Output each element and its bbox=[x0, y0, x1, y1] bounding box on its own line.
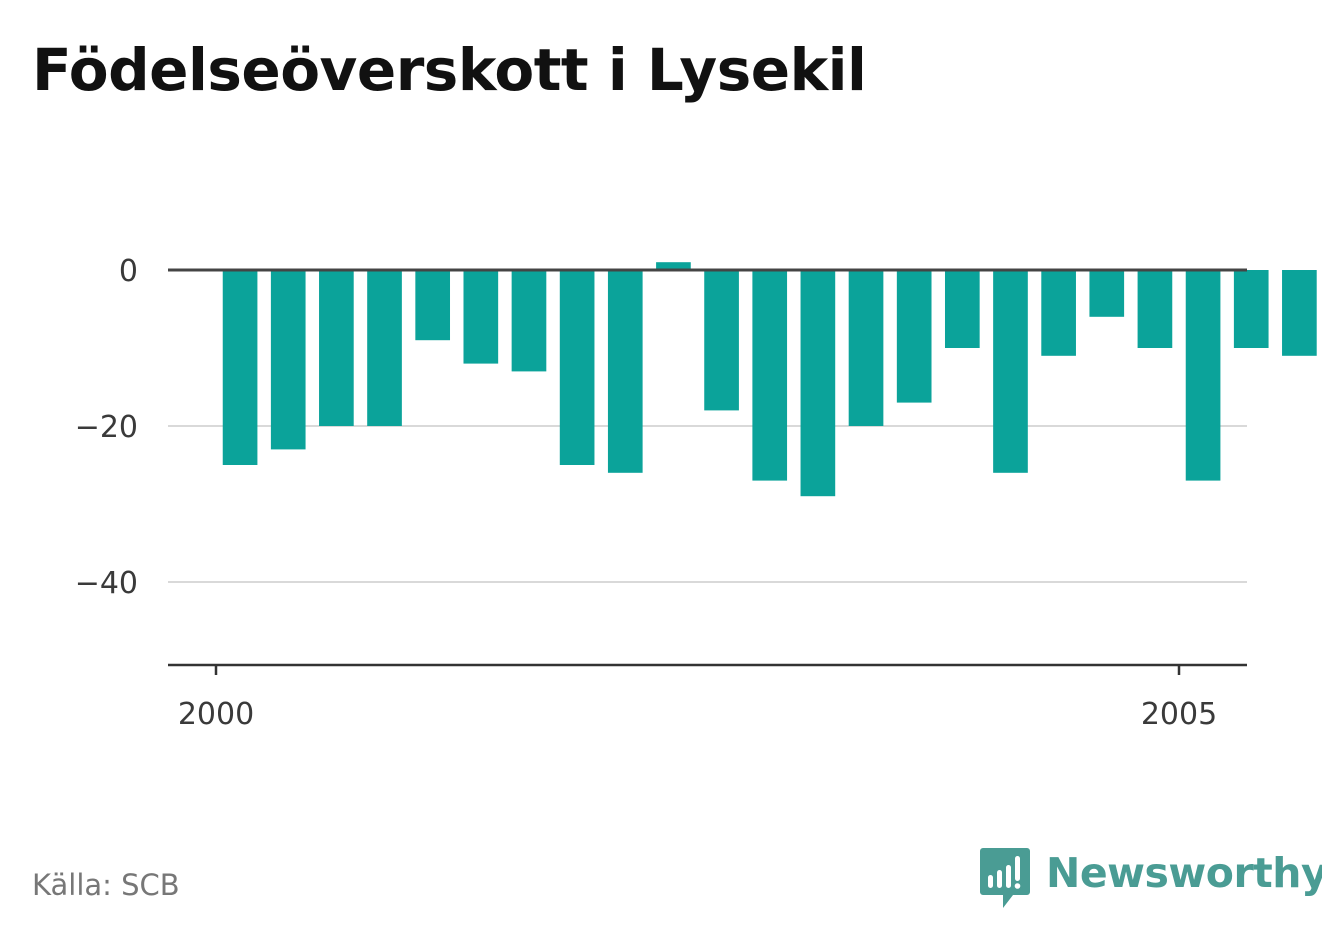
x-tick-label-2005: 2005 bbox=[1141, 697, 1217, 732]
bar-2002-Q2 bbox=[656, 262, 691, 270]
bar-2001-Q3 bbox=[511, 270, 547, 372]
bar-2004-Q4 bbox=[1137, 270, 1173, 348]
y-tick-label-0: 0 bbox=[119, 254, 138, 289]
bar-2005-Q1 bbox=[1185, 270, 1221, 481]
bar-2002-Q3 bbox=[704, 270, 739, 411]
bar-2004-Q3 bbox=[1089, 270, 1125, 317]
newsworthy-bar-chart-speech-bubble-icon bbox=[980, 848, 1030, 908]
chart-title: Födelseöverskott i Lysekil bbox=[32, 36, 867, 104]
source-credit: Källa: SCB bbox=[32, 868, 180, 902]
bar-chart: 2000200520102015202020250−20−40 bbox=[75, 254, 1317, 732]
bar-2001-Q1 bbox=[415, 270, 451, 341]
bar-2003-Q3 bbox=[896, 270, 932, 403]
bar-2000-Q3 bbox=[319, 270, 354, 426]
bar-2005-Q3 bbox=[1282, 270, 1317, 356]
bar-2005-Q2 bbox=[1233, 270, 1269, 348]
bar-2004-Q2 bbox=[1041, 270, 1076, 356]
bar-2002-Q4 bbox=[752, 270, 788, 481]
bar-2003-Q4 bbox=[944, 270, 980, 348]
grid-lines bbox=[168, 425, 1247, 583]
bar-2004-Q1 bbox=[993, 270, 1028, 473]
x-tick-label-2000: 2000 bbox=[178, 697, 254, 732]
y-tick-label-2: −40 bbox=[75, 566, 138, 601]
newsworthy-wordmark: Newsworthy bbox=[1046, 849, 1322, 897]
bar-2003-Q1 bbox=[800, 270, 836, 497]
tick-labels: 2000200520102015202020250−20−40 bbox=[75, 254, 1217, 732]
axes bbox=[168, 268, 1247, 675]
bar-2002-Q1 bbox=[607, 270, 643, 473]
bar-2000-Q1 bbox=[222, 270, 258, 465]
bar-2001-Q4 bbox=[559, 270, 595, 465]
bar-2000-Q4 bbox=[367, 270, 402, 426]
bar-2000-Q2 bbox=[270, 270, 306, 450]
y-tick-label-1: −20 bbox=[75, 410, 138, 445]
bar-2001-Q2 bbox=[463, 270, 499, 364]
bar-2003-Q2 bbox=[848, 270, 884, 426]
newsworthy-logo: Newsworthy bbox=[980, 848, 1322, 910]
bars bbox=[222, 262, 1317, 497]
